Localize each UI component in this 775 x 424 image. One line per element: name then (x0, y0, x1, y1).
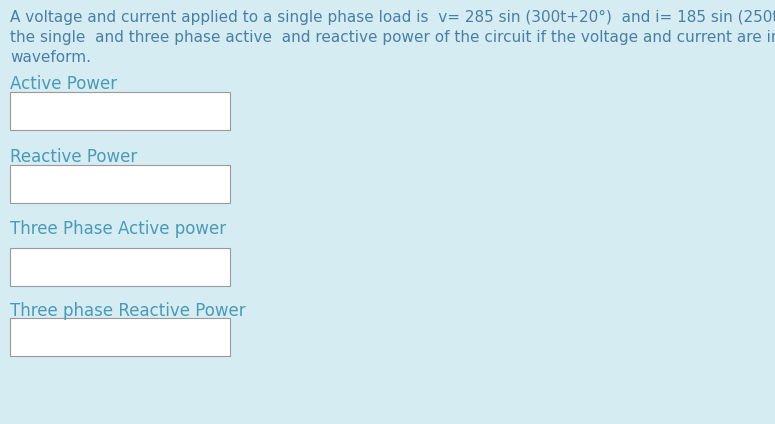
Text: A voltage and current applied to a single phase load is  v= 285 sin (300t+20°)  : A voltage and current applied to a singl… (10, 10, 775, 25)
Text: Three Phase Active power: Three Phase Active power (10, 220, 226, 238)
Text: Reactive Power: Reactive Power (10, 148, 137, 166)
Bar (10, 92, 230, 130)
Text: waveform.: waveform. (10, 50, 91, 65)
Bar (10, 248, 230, 286)
Text: Active Power: Active Power (10, 75, 117, 93)
Text: the single  and three phase active  and reactive power of the circuit if the vol: the single and three phase active and re… (10, 30, 775, 45)
Bar (10, 165, 230, 203)
Bar (10, 318, 230, 356)
Text: Three phase Reactive Power: Three phase Reactive Power (10, 302, 246, 320)
